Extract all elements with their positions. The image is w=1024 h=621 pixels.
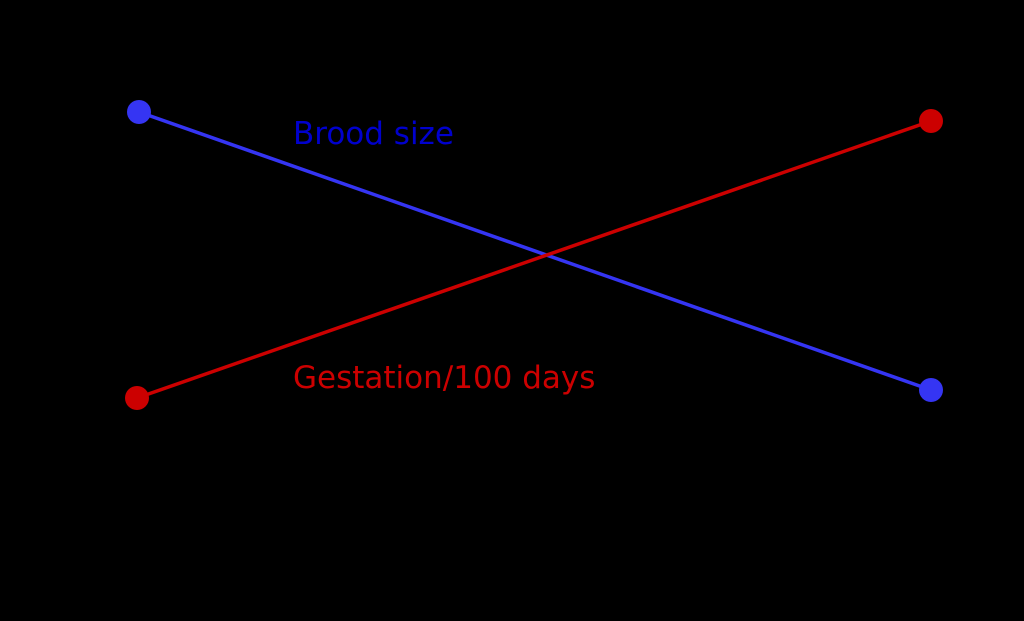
brood-size-marker-right (919, 378, 943, 402)
gestation-100-days-marker-left (125, 386, 149, 410)
gestation-100-days-marker-right (919, 109, 943, 133)
brood-size-label: Brood size (293, 116, 454, 152)
brood-size-line (137, 110, 933, 392)
gestation-100-days-line (135, 119, 933, 400)
gestation-100-days-label: Gestation/100 days (293, 360, 595, 396)
brood-size-marker-left (127, 100, 151, 124)
